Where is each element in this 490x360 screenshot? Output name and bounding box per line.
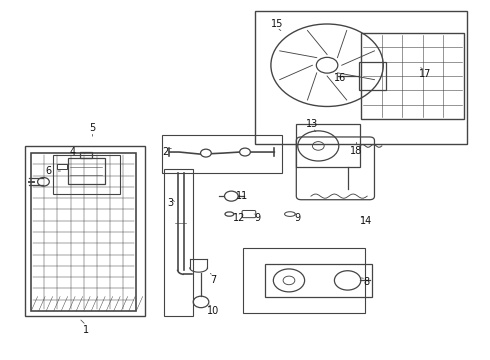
Text: 7: 7 — [210, 275, 217, 285]
Bar — [265, 264, 372, 297]
Bar — [162, 135, 282, 173]
Bar — [255, 12, 467, 144]
Text: 10: 10 — [207, 306, 220, 316]
Text: 11: 11 — [237, 191, 249, 201]
Text: 3: 3 — [168, 198, 174, 208]
Bar — [296, 125, 360, 167]
Text: 1: 1 — [83, 325, 89, 335]
Bar — [53, 155, 121, 194]
Text: 15: 15 — [270, 19, 283, 29]
Bar — [31, 153, 136, 311]
Text: 18: 18 — [350, 145, 363, 156]
Text: 2: 2 — [163, 147, 169, 157]
Text: 4: 4 — [70, 147, 76, 157]
Text: 17: 17 — [418, 69, 431, 79]
Bar — [25, 146, 145, 316]
Bar — [243, 248, 365, 313]
Bar — [361, 33, 464, 119]
Bar — [68, 158, 104, 184]
Bar — [164, 169, 193, 316]
Text: 13: 13 — [306, 120, 318, 129]
Text: 8: 8 — [363, 277, 369, 287]
Bar — [359, 62, 386, 90]
Bar — [57, 164, 67, 169]
Text: 14: 14 — [360, 216, 372, 226]
Text: 5: 5 — [90, 123, 96, 133]
Text: 16: 16 — [334, 73, 346, 83]
Text: 6: 6 — [46, 166, 51, 176]
Text: 9: 9 — [294, 213, 301, 222]
Bar — [80, 152, 92, 158]
Text: 12: 12 — [233, 213, 245, 222]
Circle shape — [200, 149, 211, 157]
Text: 9: 9 — [254, 213, 260, 222]
Circle shape — [240, 148, 250, 156]
